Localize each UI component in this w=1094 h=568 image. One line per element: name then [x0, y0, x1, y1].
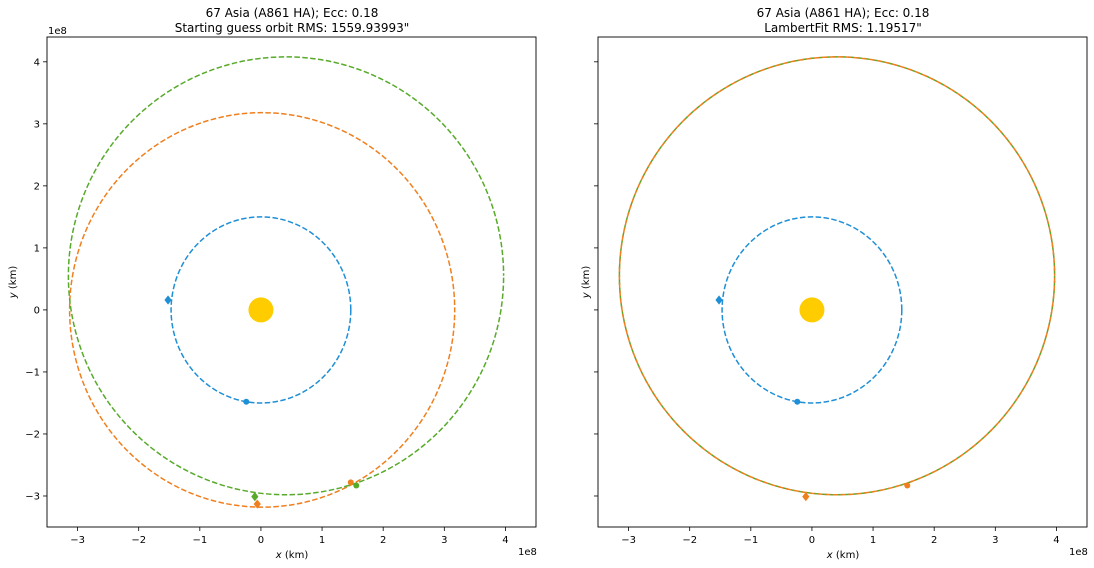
right-axes-frame: [597, 36, 1088, 528]
left-x-axis-label: x (km): [275, 550, 309, 561]
right-orbit-2: [618, 56, 1056, 496]
left-chart-subtitle: Starting guess orbit RMS: 1559.93993": [175, 21, 410, 35]
left-x-tick-label: 0: [258, 535, 264, 546]
left-y-tick-label: 2: [34, 181, 40, 192]
left-y-tick-label: −3: [25, 491, 40, 502]
left-y-tick-label: 4: [34, 57, 40, 68]
right-x-tick-label: 1: [870, 535, 876, 546]
right-orbit-1: [618, 56, 1056, 496]
left-y-tick-label: 3: [34, 119, 40, 130]
left-orbit-0: [170, 216, 352, 404]
right-x-tick-label: 2: [931, 535, 937, 546]
right-sun-marker: [799, 297, 825, 323]
left-orbit-1: [68, 111, 456, 508]
right-position-marker-2: [802, 492, 810, 502]
left-x-tick-label: −1: [192, 535, 207, 546]
right-orbit-plot: 67 Asia (A861 HA); Ecc: 0.18 LambertFit …: [581, 6, 1088, 561]
left-x-tick-label: 2: [380, 535, 386, 546]
left-plot-area: −3 −2 −1 0 1 2 3 4 −3 −2 −1 0 1 2 3 4: [25, 36, 537, 546]
left-position-marker-3: [347, 479, 354, 486]
left-y-tick-label: 1: [34, 243, 40, 254]
left-orbit-2: [67, 56, 505, 496]
left-x-tick-label: 3: [441, 535, 447, 546]
left-orbit-plot: 67 Asia (A861 HA); Ecc: 0.18 Starting gu…: [8, 6, 537, 561]
right-x-tick-label: −3: [621, 535, 636, 546]
left-x-scale-label: 1e8: [518, 547, 537, 558]
right-x-axis-label: x (km): [826, 550, 860, 561]
right-orbit-0: [721, 216, 903, 404]
left-sun-marker: [248, 297, 274, 323]
right-x-tick-label: −2: [682, 535, 697, 546]
right-chart-title: 67 Asia (A861 HA); Ecc: 0.18: [757, 6, 930, 20]
left-y-tick-label: −1: [25, 367, 40, 378]
right-x-tick-label: 0: [809, 535, 815, 546]
right-x-tick-label: −1: [743, 535, 758, 546]
left-position-marker-4: [251, 492, 259, 502]
left-y-tick-label: 0: [34, 305, 40, 316]
right-position-marker-1: [794, 398, 801, 405]
right-y-axis-label: y (km): [581, 266, 592, 300]
left-position-marker-1: [243, 398, 250, 405]
left-position-marker-0: [164, 295, 172, 305]
right-x-tick-label: 4: [1053, 535, 1059, 546]
right-x-tick-label: 3: [992, 535, 998, 546]
left-x-tick-label: 4: [502, 535, 508, 546]
left-position-marker-2: [253, 499, 261, 509]
left-position-marker-5: [353, 482, 360, 489]
right-plot-content: [618, 56, 1056, 502]
left-plot-content: [67, 56, 505, 509]
left-x-tick-label: −3: [70, 535, 85, 546]
left-y-scale-label: 1e8: [48, 26, 67, 37]
left-x-tick-label: −2: [131, 535, 146, 546]
left-y-tick-label: −2: [25, 429, 40, 440]
left-axes-frame: [46, 36, 537, 528]
left-x-tick-label: 1: [319, 535, 325, 546]
left-y-axis-label: y (km): [8, 266, 19, 300]
right-chart-subtitle: LambertFit RMS: 1.19517": [764, 21, 922, 35]
right-plot-area: −3 −2 −1 0 1 2 3 4: [594, 36, 1088, 546]
right-position-marker-3: [904, 482, 911, 489]
left-chart-title: 67 Asia (A861 HA); Ecc: 0.18: [206, 6, 379, 20]
right-x-scale-label: 1e8: [1069, 547, 1088, 558]
right-position-marker-0: [715, 295, 723, 305]
